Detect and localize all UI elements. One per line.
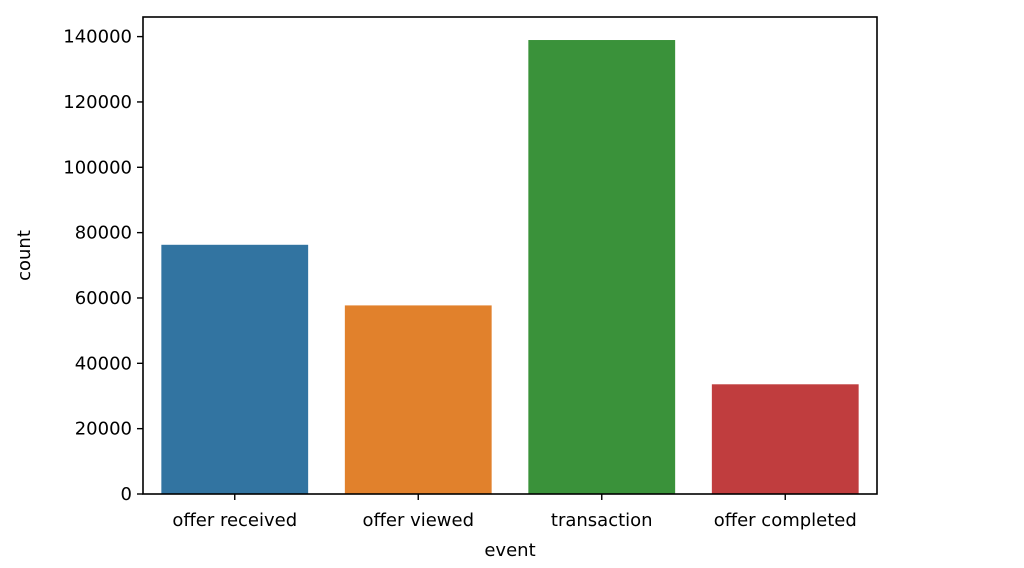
y-tick-label: 120000 <box>63 92 132 113</box>
x-tick-label: offer viewed <box>362 510 474 531</box>
bar-offer-viewed <box>344 305 492 494</box>
bars-layer <box>161 40 859 495</box>
x-tick-label: transaction <box>551 510 653 531</box>
y-tick-label: 20000 <box>75 419 132 440</box>
y-tick-label: 140000 <box>63 27 132 48</box>
x-tick-label: offer received <box>172 510 297 531</box>
bar-offer-received <box>161 244 309 494</box>
x-axis-label: event <box>484 540 535 561</box>
bar-offer-completed <box>711 384 859 494</box>
y-axis-label: count <box>14 230 35 281</box>
y-tick-label: 0 <box>121 484 132 505</box>
x-tick-label: offer completed <box>714 510 857 531</box>
y-tick-label: 100000 <box>63 157 132 178</box>
plot-frame <box>142 16 878 495</box>
y-tick-label: 80000 <box>75 223 132 244</box>
y-tick-label: 60000 <box>75 288 132 309</box>
x-axis-ticks: offer received offer viewed transaction off… <box>172 494 857 531</box>
y-tick-label: 40000 <box>75 353 132 374</box>
bar-transaction <box>528 40 676 495</box>
y-axis-ticks: 0 20000 40000 60000 80000 100000 120000 140000 <box>63 27 143 505</box>
